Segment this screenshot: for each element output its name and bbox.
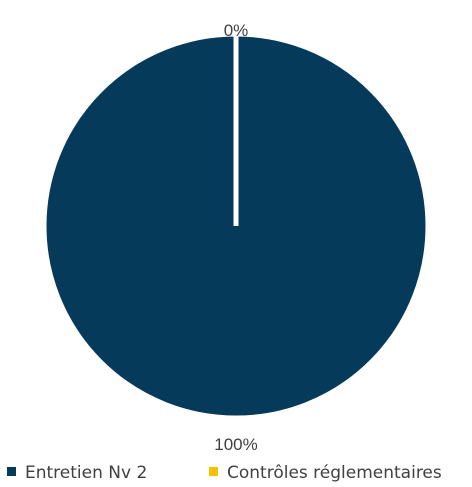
data-label-entretien-nv-2: 100% (214, 435, 257, 454)
legend-swatch-controles-reglementaires (209, 467, 218, 476)
data-label-controles-reglementaires: 0% (224, 21, 249, 40)
legend-item-entretien-nv-2: Entretien Nv 2 (7, 463, 147, 483)
legend-label-entretien-nv-2: Entretien Nv 2 (25, 463, 147, 483)
legend-label-controles-reglementaires: Contrôles réglementaires (227, 463, 442, 483)
legend-swatch-entretien-nv-2 (7, 467, 16, 476)
pie-slices (41, 31, 431, 421)
pie-data-labels: 100% 0% (214, 21, 257, 454)
legend: Entretien Nv 2 Contrôles réglementaires (7, 463, 442, 483)
legend-item-controles-reglementaires: Contrôles réglementaires (209, 463, 442, 483)
